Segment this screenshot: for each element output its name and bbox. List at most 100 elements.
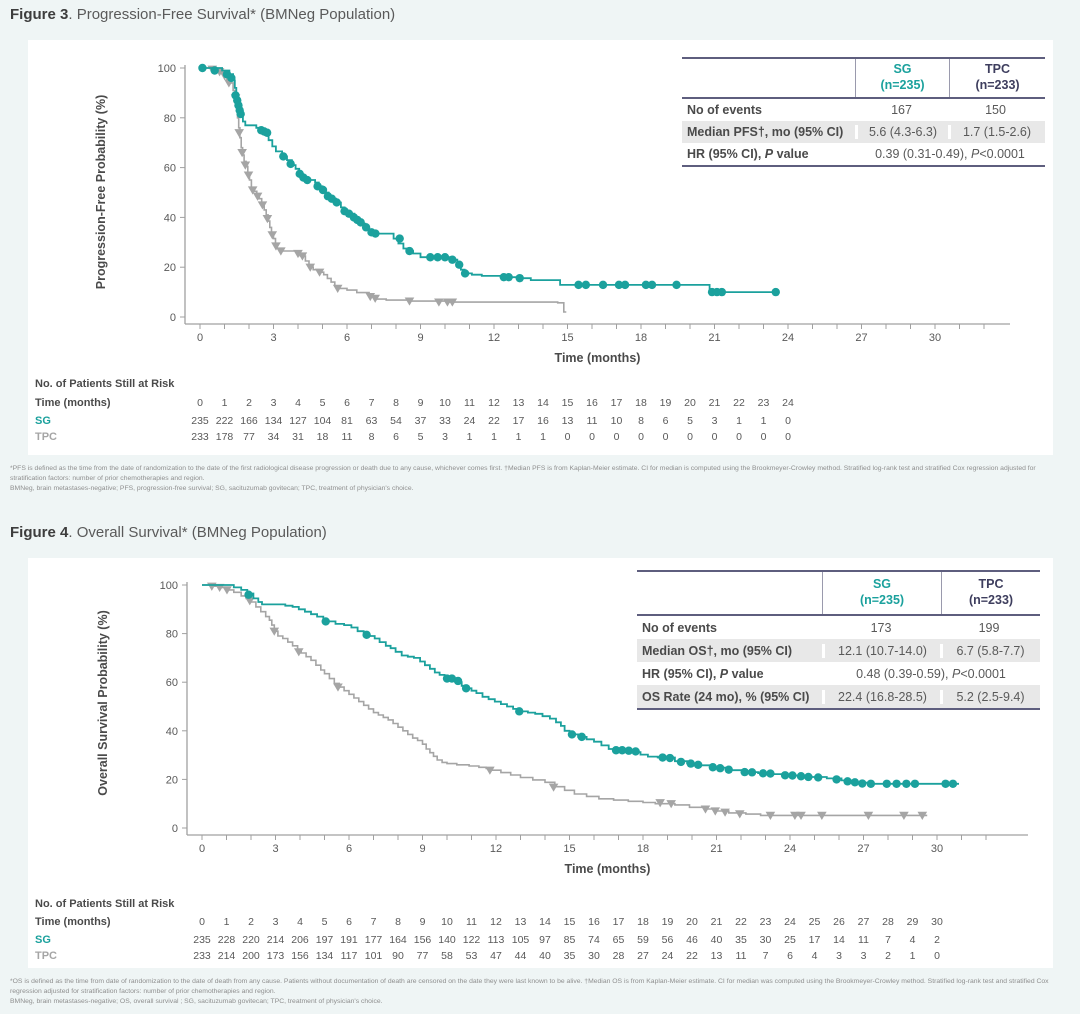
y-tick-label: 0 — [170, 312, 176, 324]
risk-tpc-value: 0 — [761, 431, 767, 443]
sg-censor-marker — [577, 732, 586, 742]
tpc-censor-marker — [817, 811, 827, 820]
y-tick-label: 60 — [166, 677, 178, 689]
risk-tpc-value: 1 — [491, 431, 497, 443]
pfs-hr-value-prefix: 0.39 (0.31-0.49), — [875, 147, 971, 161]
tpc-censor-marker — [332, 284, 343, 293]
figure3-panel: 0 3 6 9 12 15 18 21 24 27 30 0 20 40 60 80 100 Time (mont… — [28, 40, 1053, 455]
risk-sg-value: 2 — [934, 934, 940, 946]
tpc-censor-marker — [655, 799, 665, 808]
tpc-censor-marker — [548, 783, 559, 792]
risk-sg-value: 10 — [611, 415, 623, 427]
risk-tpc-value: 27 — [637, 950, 649, 962]
pfs-events-label: No of events — [687, 103, 763, 117]
risk-tpc-value: 28 — [613, 950, 625, 962]
risk-time-value: 4 — [297, 916, 303, 928]
risk-time-value: 10 — [439, 397, 451, 409]
risk-sg-value: 16 — [537, 415, 549, 427]
os-hr-value: 0.48 (0.39-0.59), P<0.0001 — [822, 667, 1040, 681]
risk-tpc-value: 8 — [369, 431, 375, 443]
x-tick-label: 24 — [784, 843, 796, 855]
os-row-rate: OS Rate (24 mo), % (95% CI) 22.4 (16.8-2… — [637, 685, 1040, 708]
risk-tpc-value: 11 — [736, 950, 747, 962]
os-rate-sg: 22.4 (16.8-28.5) — [822, 689, 940, 704]
pfs-hr-label-p: P — [764, 147, 774, 161]
risk-time-value: 9 — [420, 916, 426, 928]
x-tick-label: 12 — [488, 332, 500, 344]
tpc-censor-marker — [243, 171, 254, 180]
sg-censor-marker — [286, 159, 295, 169]
x-tick-label: 21 — [710, 843, 722, 855]
risk-time-value: 22 — [735, 916, 747, 928]
pfs-median-sg: 5.6 (4.3-6.3) — [855, 125, 948, 139]
sg-censor-marker — [236, 109, 245, 119]
x-axis-title: Time (months) — [555, 351, 641, 365]
risk-table-title: No. of Patients Still at Risk — [35, 378, 175, 390]
pfs-hr-value-p: P — [971, 147, 980, 161]
risk-sg-value: 235 — [191, 415, 209, 427]
risk-tpc-value: 200 — [242, 950, 260, 962]
sg-censor-marker — [658, 753, 667, 762]
risk-sg-value: 105 — [512, 934, 530, 946]
os-row-hr: HR (95% CI), P value 0.48 (0.39-0.59), P… — [637, 662, 1040, 685]
sg-censor-marker — [882, 779, 891, 788]
figure4-panel: 0 3 6 9 12 15 18 21 24 27 30 0 20 40 60 80 100 Time (mont… — [28, 558, 1053, 968]
sg-censor-marker — [665, 753, 675, 763]
y-tick-label: 100 — [158, 63, 176, 75]
sg-censor-marker — [771, 287, 780, 297]
x-tick-label: 0 — [199, 843, 205, 855]
risk-sg-value: 85 — [564, 934, 576, 946]
os-stat-header-tpc: TPC (n=233) — [941, 572, 1040, 614]
risk-tpc-value: 24 — [662, 950, 674, 962]
tpc-censor-marker — [269, 627, 280, 636]
pfs-hr-label-prefix: HR (95% CI), — [687, 147, 765, 161]
sg-censor-marker — [910, 779, 920, 788]
tpc-censor-marker — [293, 249, 303, 259]
risk-time-value: 13 — [515, 916, 527, 928]
risk-time-value: 8 — [393, 397, 399, 409]
sg-censor-marker — [567, 730, 577, 739]
risk-time-value: 19 — [662, 916, 674, 928]
risk-sg-value: 156 — [414, 934, 432, 946]
os-row-events: No of events 173 199 — [637, 616, 1040, 639]
risk-time-value: 18 — [637, 916, 649, 928]
os-hr-label-p: P — [719, 666, 729, 681]
sg-censor-marker — [892, 779, 901, 788]
sg-censor-marker — [210, 66, 219, 75]
risk-sg-value: 17 — [809, 934, 821, 946]
risk-time-value: 18 — [635, 397, 647, 409]
risk-tpc-value: 0 — [687, 431, 693, 443]
figure4-title: Figure 4. Overall Survival* (BMNeg Popul… — [10, 524, 327, 541]
y-tick-label: 40 — [164, 212, 176, 224]
risk-sg-value: 3 — [712, 415, 718, 427]
y-tick-label: 20 — [166, 774, 178, 786]
tpc-censor-marker — [257, 201, 268, 210]
x-tick-label: 30 — [929, 332, 941, 344]
risk-sg-value: 191 — [340, 934, 358, 946]
risk-sg-value: 164 — [389, 934, 407, 946]
tpc-censor-marker — [267, 231, 278, 240]
sg-censor-marker — [611, 746, 621, 755]
sg-censor-marker — [515, 707, 524, 716]
x-tick-label: 6 — [344, 332, 350, 344]
sg-censor-marker — [832, 775, 841, 784]
sg-censor-marker — [321, 617, 330, 626]
x-tick-label: 15 — [563, 843, 575, 855]
risk-tpc-value: 1 — [910, 950, 916, 962]
risk-tpc-value: 58 — [441, 950, 453, 962]
sg-censor-marker — [515, 273, 524, 283]
tpc-censor-marker — [720, 808, 730, 817]
sg-censor-marker — [780, 771, 790, 780]
risk-time-value: 28 — [882, 916, 894, 928]
sg-censor-marker — [766, 769, 775, 778]
risk-tpc-value: 0 — [736, 431, 742, 443]
risk-time-value: 27 — [858, 916, 870, 928]
risk-time-value: 14 — [539, 916, 551, 928]
tpc-censor-marker — [666, 800, 676, 809]
tpc-censor-marker — [222, 586, 232, 595]
tpc-censor-marker — [734, 810, 745, 819]
sg-censor-marker — [850, 778, 860, 787]
pfs-events-tpc: 150 — [985, 103, 1006, 117]
risk-time-value: 4 — [295, 397, 301, 409]
